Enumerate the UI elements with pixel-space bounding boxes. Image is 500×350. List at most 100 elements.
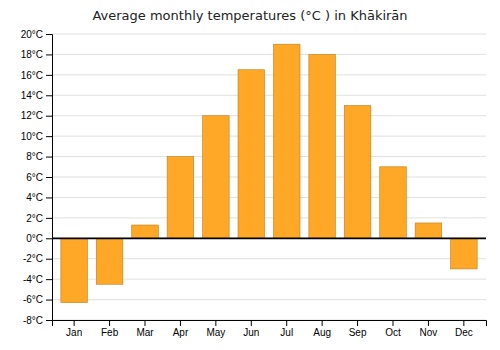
y-tick: 12°C — [21, 110, 52, 121]
plot: -8°C-6°C-4°C-2°C0°C2°C4°C6°C8°C10°C12°C1… — [21, 29, 487, 338]
x-tick: Aug — [313, 320, 331, 338]
tick-mark — [357, 320, 358, 326]
bars — [61, 44, 477, 302]
x-tick: Jul — [280, 320, 293, 338]
tick-mark — [215, 320, 216, 326]
tick-mark — [46, 95, 52, 96]
tick-label: Dec — [455, 327, 473, 338]
bar — [451, 238, 478, 269]
tick-label: Feb — [101, 327, 119, 338]
tick-label: 18°C — [21, 49, 43, 60]
x-tick: May — [206, 320, 225, 338]
tick-mark — [180, 320, 181, 326]
y-tick: -4°C — [23, 274, 52, 285]
tick-mark — [46, 320, 52, 321]
bar — [344, 106, 371, 239]
tick-label: Jun — [243, 327, 259, 338]
bar — [132, 225, 159, 238]
tick-label: -8°C — [23, 315, 43, 326]
y-tick: 6°C — [26, 172, 52, 183]
chart-title: Average monthly temperatures (°C ) in Kh… — [92, 8, 407, 23]
y-tick: 10°C — [21, 131, 52, 142]
grid-line — [52, 34, 486, 35]
tick-label: 0°C — [26, 233, 43, 244]
x-tick: Nov — [420, 320, 438, 338]
tick-mark — [46, 177, 52, 178]
axis-line — [53, 321, 487, 327]
bar — [96, 238, 123, 284]
x-tick: Feb — [101, 320, 119, 338]
tick-label: 16°C — [21, 70, 43, 81]
grid-line — [52, 74, 486, 75]
grid — [52, 34, 486, 320]
grid-line — [52, 54, 486, 55]
tick-label: 10°C — [21, 131, 43, 142]
tick-label: Sep — [349, 327, 367, 338]
tick-mark — [46, 259, 52, 260]
y-tick: 2°C — [26, 213, 52, 224]
y-axis: -8°C-6°C-4°C-2°C0°C2°C4°C6°C8°C10°C12°C1… — [21, 29, 53, 326]
y-tick: 16°C — [21, 70, 52, 81]
tick-mark — [74, 320, 75, 326]
tick-label: May — [206, 327, 225, 338]
tick-label: Mar — [136, 327, 154, 338]
tick-mark — [46, 279, 52, 280]
tick-label: -4°C — [23, 274, 43, 285]
x-tick: Jun — [243, 320, 259, 338]
axis-line — [46, 35, 53, 321]
grid-line — [52, 197, 486, 198]
x-tick: Apr — [173, 320, 189, 338]
tick-label: 6°C — [26, 172, 43, 183]
y-tick: 18°C — [21, 49, 52, 60]
tick-mark — [46, 238, 52, 239]
tick-label: Jan — [66, 327, 82, 338]
tick-mark — [46, 116, 52, 117]
grid-line — [52, 177, 486, 178]
bar — [61, 238, 88, 302]
grid-line — [52, 115, 486, 116]
tick-mark — [46, 197, 52, 198]
tick-mark — [428, 320, 429, 326]
tick-label: -2°C — [23, 253, 43, 264]
x-axis: Jan Feb Mar Apr May Jun Jul Aug Sep Oct Nov Dec — [53, 320, 487, 338]
tick-mark — [322, 320, 323, 326]
tick-label: Aug — [313, 327, 331, 338]
grid-line — [52, 95, 486, 96]
tick-label: Apr — [173, 327, 189, 338]
bar — [309, 54, 336, 238]
tick-mark — [393, 320, 394, 326]
bar — [167, 157, 194, 239]
tick-label: 2°C — [26, 213, 43, 224]
tick-label: Oct — [385, 327, 401, 338]
tick-mark — [251, 320, 252, 326]
y-tick: 14°C — [21, 90, 52, 101]
bar — [238, 70, 265, 239]
tick-label: 8°C — [26, 151, 43, 162]
y-tick: 20°C — [21, 29, 52, 40]
zero-line — [52, 237, 486, 239]
y-tick: -6°C — [23, 294, 52, 305]
bar — [415, 223, 442, 238]
bar — [380, 167, 407, 239]
x-tick: Dec — [455, 320, 473, 338]
tick-mark — [46, 300, 52, 301]
y-tick: 0°C — [26, 233, 52, 244]
tick-label: 20°C — [21, 29, 43, 40]
tick-mark — [145, 320, 146, 326]
bar — [203, 116, 230, 239]
tick-label: Jul — [280, 327, 293, 338]
x-tick: Mar — [136, 320, 154, 338]
grid-line — [52, 136, 486, 137]
tick-label: 14°C — [21, 90, 43, 101]
tick-label: -6°C — [23, 294, 43, 305]
tick-mark — [46, 75, 52, 76]
tick-mark — [46, 136, 52, 137]
tick-mark — [109, 320, 110, 326]
y-tick: -8°C — [23, 315, 52, 326]
y-tick: -2°C — [23, 253, 52, 264]
grid-line — [52, 238, 486, 239]
tick-mark — [46, 157, 52, 158]
tick-label: Nov — [420, 327, 438, 338]
tick-mark — [463, 320, 464, 326]
tick-mark — [46, 34, 52, 35]
